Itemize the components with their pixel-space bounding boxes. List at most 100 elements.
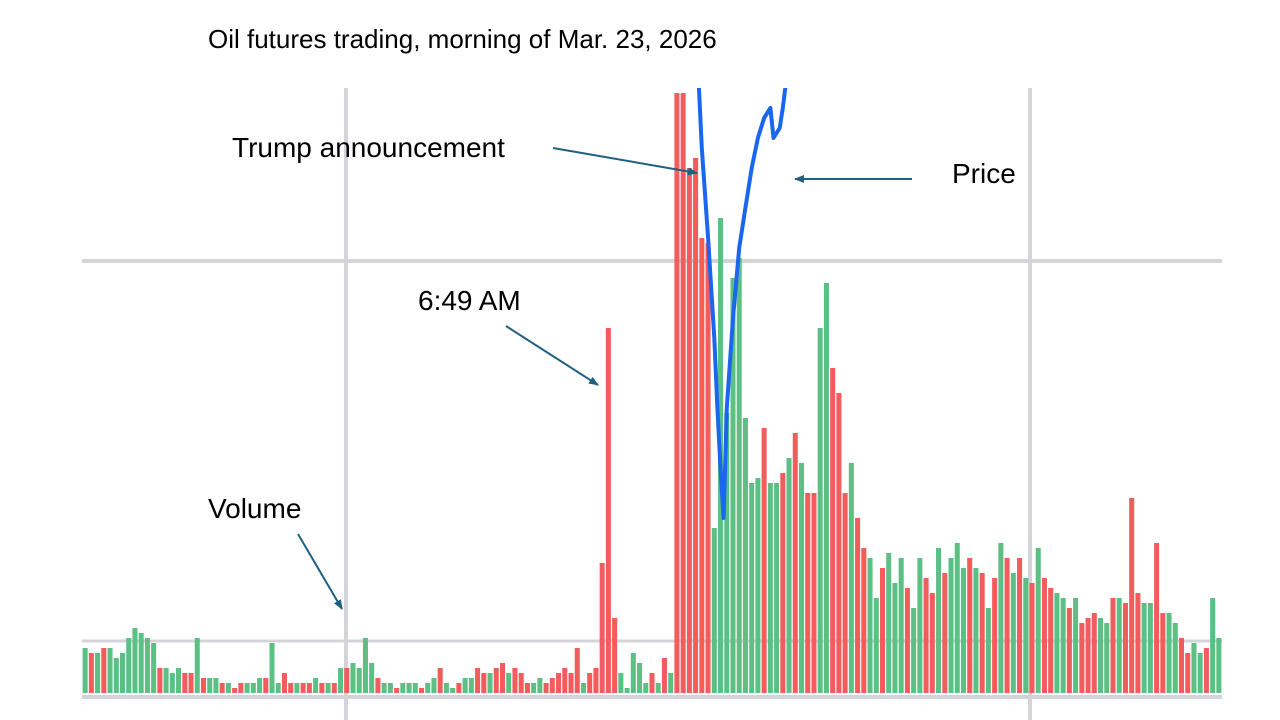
volume-bar (1011, 573, 1016, 693)
volume-bar (706, 243, 711, 693)
volume-bar (388, 683, 393, 693)
volume-bar (431, 678, 436, 693)
volume-bar (326, 683, 331, 693)
volume-bars (83, 93, 1222, 693)
volume-bar (961, 568, 966, 693)
volume-bar (942, 573, 947, 693)
volume-bar (195, 638, 200, 693)
volume-bar (101, 648, 106, 693)
volume-bar (699, 238, 704, 693)
price-series (699, 83, 786, 518)
volume-bar (905, 588, 910, 693)
annotation-volume: Volume (208, 493, 342, 609)
volume-bar (294, 683, 299, 693)
volume-bar (537, 678, 542, 693)
volume-bar (768, 483, 773, 693)
volume-bar (843, 493, 848, 693)
volume-bar (1185, 653, 1190, 693)
volume-bar (593, 668, 598, 693)
volume-bar (519, 673, 524, 693)
volume-bar (917, 558, 922, 693)
volume-bar (189, 673, 194, 693)
volume-bar (126, 638, 131, 693)
volume-bar (481, 673, 486, 693)
volume-bar (344, 668, 349, 693)
chart-title: Oil futures trading, morning of Mar. 23,… (208, 24, 717, 54)
volume-bar (612, 618, 617, 693)
volume-bar (319, 683, 324, 693)
volume-bar (469, 678, 474, 693)
volume-bar (1005, 558, 1010, 693)
price-line (699, 83, 786, 518)
volume-bar (488, 673, 493, 693)
volume-bar (892, 583, 897, 693)
volume-bar (226, 683, 231, 693)
volume-bar (438, 668, 443, 693)
volume-bar (649, 673, 654, 693)
volume-bar (924, 578, 929, 693)
volume-bar (606, 328, 611, 693)
volume-bar (201, 678, 206, 693)
volume-bar (512, 668, 517, 693)
annotation-label: Volume (208, 493, 301, 524)
volume-bar (525, 683, 530, 693)
volume-bar (681, 93, 686, 693)
volume-bar (930, 593, 935, 693)
volume-bar (288, 683, 293, 693)
volume-bar (350, 663, 355, 693)
annotation-trump: Trump announcement (232, 132, 697, 173)
volume-bar (762, 428, 767, 693)
volume-bar (494, 668, 499, 693)
volume-bar (369, 663, 374, 693)
volume-bar (1154, 543, 1159, 693)
volume-bar (1086, 618, 1091, 693)
volume-bar (1135, 593, 1140, 693)
volume-bar (556, 673, 561, 693)
volume-bar (911, 608, 916, 693)
volume-bar (238, 683, 243, 693)
volume-bar (220, 683, 225, 693)
volume-bar (83, 648, 88, 693)
volume-bar (1061, 598, 1066, 693)
volume-bar (1210, 598, 1215, 693)
volume-bar (456, 683, 461, 693)
volume-bar (569, 673, 574, 693)
volume-bar (1204, 648, 1209, 693)
volume-bar (151, 643, 156, 693)
volume-bar (95, 653, 100, 693)
annotation-arrow (506, 326, 598, 385)
volume-bar (836, 393, 841, 693)
volume-bar (581, 683, 586, 693)
volume-bar (450, 688, 455, 693)
volume-bar (743, 418, 748, 693)
volume-bar (276, 683, 281, 693)
volume-bar (251, 683, 256, 693)
volume-bar (232, 688, 237, 693)
volume-bar (139, 633, 144, 693)
volume-bar (755, 478, 760, 693)
volume-bar (332, 683, 337, 693)
volume-bar (1073, 598, 1078, 693)
volume-bar (793, 433, 798, 693)
volume-bar (575, 648, 580, 693)
volume-bar (986, 608, 991, 693)
volume-bar (787, 458, 792, 693)
volume-bar (562, 668, 567, 693)
volume-bar (656, 683, 661, 693)
volume-bar (1110, 598, 1115, 693)
volume-bar (1023, 578, 1028, 693)
volume-bar (662, 658, 667, 693)
annotation-label: Trump announcement (232, 132, 505, 163)
volume-bar (949, 558, 954, 693)
volume-bar (818, 328, 823, 693)
volume-bar (1148, 603, 1153, 693)
volume-bar (1048, 588, 1053, 693)
volume-bar (637, 663, 642, 693)
volume-bar (1029, 583, 1034, 693)
volume-bar (849, 463, 854, 693)
volume-bar (936, 548, 941, 693)
volume-bar (811, 493, 816, 693)
volume-bar (282, 673, 287, 693)
volume-bar (868, 558, 873, 693)
volume-bar (1104, 623, 1109, 693)
